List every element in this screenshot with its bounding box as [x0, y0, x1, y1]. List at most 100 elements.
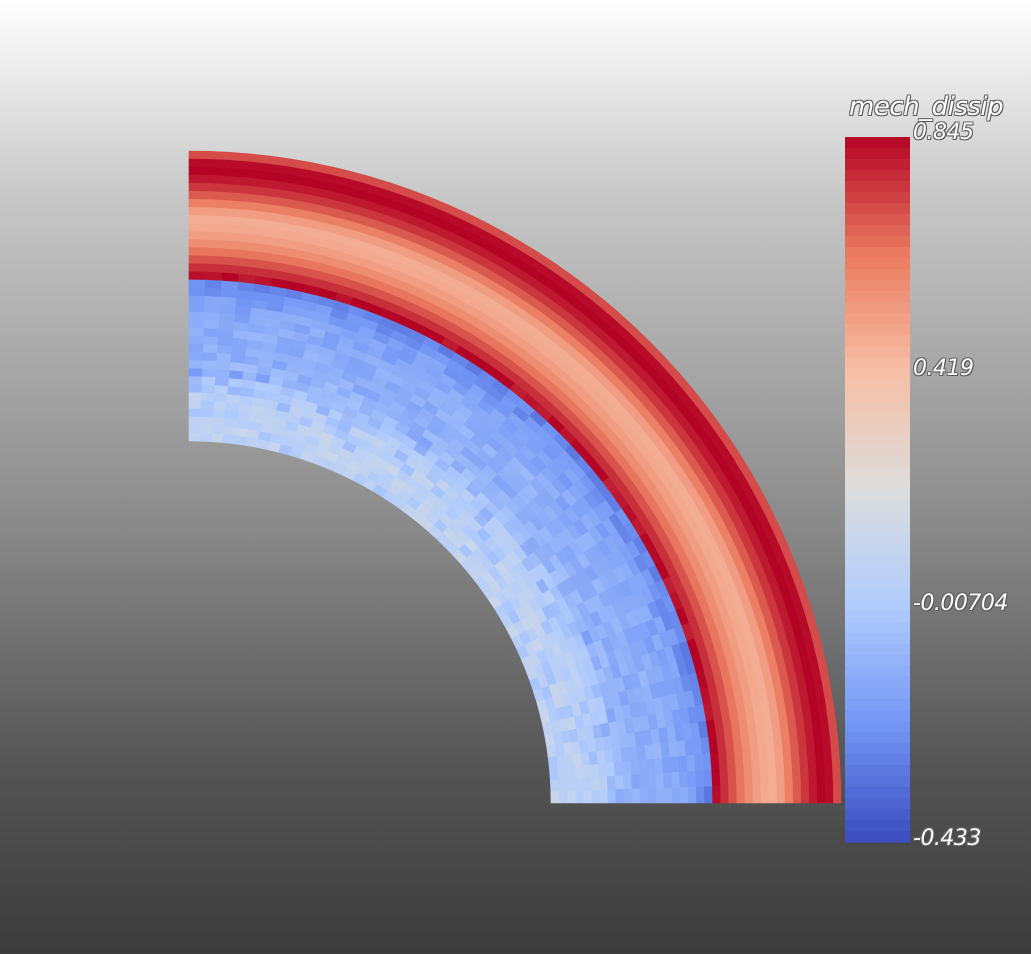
mesh-cell [217, 328, 235, 339]
mesh-cell [215, 360, 231, 371]
scalar-bar-band [845, 390, 910, 402]
mesh-cell [784, 783, 793, 804]
scalar-bar-band [845, 401, 910, 413]
scalar-bar-band [845, 280, 910, 292]
mesh-cell [201, 400, 215, 410]
mesh-cell [654, 772, 664, 789]
mesh-cell [614, 775, 624, 790]
mesh-cell [188, 199, 209, 208]
mesh-cell [206, 223, 226, 233]
mesh-cell [202, 344, 219, 354]
mesh-cell [582, 790, 592, 804]
mesh-cell [709, 752, 720, 771]
scalar-bar-band [845, 258, 910, 270]
scalar-bar-band [845, 577, 910, 590]
mesh-cell [188, 174, 210, 184]
quarter-annulus-mesh[interactable] [188, 150, 842, 804]
mesh-cell [639, 788, 648, 804]
mesh-cell [630, 774, 640, 790]
mesh-cell [201, 384, 216, 394]
scalar-bar-band [845, 181, 910, 193]
scalar-bar-band [845, 742, 910, 755]
mesh-cell [598, 789, 608, 804]
mesh-cell [637, 759, 648, 776]
scalar-bar-band [845, 291, 910, 303]
mesh-cell [201, 376, 217, 386]
scalar-bar-band [845, 357, 910, 369]
mesh-cell [188, 190, 209, 200]
mesh-cell [203, 328, 220, 338]
mesh-cell [775, 783, 785, 804]
mesh-cell [204, 279, 223, 290]
mesh-cell [188, 376, 203, 386]
mesh-cell [807, 763, 817, 784]
scalar-bar-band [845, 225, 910, 237]
mesh-cell [742, 767, 753, 786]
mesh-cell [218, 320, 235, 331]
scalar-bar-band [845, 665, 910, 678]
scalar-bar-band [845, 588, 910, 601]
scalar-bar-band [845, 445, 910, 458]
mesh-cell [200, 424, 214, 434]
scalar-bar-band [845, 555, 910, 568]
mesh-cell [621, 761, 632, 777]
mesh-cell [816, 782, 826, 804]
mesh-cell [215, 369, 231, 379]
scalar-bar-band [845, 192, 910, 204]
mesh-cell [188, 335, 204, 345]
mesh-cell [555, 755, 566, 769]
mesh-cell [557, 767, 567, 781]
mesh-cell [188, 223, 208, 233]
mesh-cell [216, 352, 232, 363]
scalar-bar-band [845, 489, 910, 502]
mesh-cell [204, 303, 221, 314]
mesh-cell [792, 783, 802, 804]
mesh-cell [671, 787, 681, 804]
mesh-cell [734, 767, 745, 787]
mesh-cell [214, 377, 230, 387]
scalar-bar-band [845, 676, 910, 689]
mesh-cell [718, 768, 729, 787]
scalar-bar-band [845, 720, 910, 733]
mesh-cell [207, 191, 228, 201]
mesh-cell [216, 344, 233, 355]
mesh-cell [701, 753, 712, 771]
mesh-cell [188, 352, 204, 361]
scalar-bar-band [845, 412, 910, 425]
mesh-cell [188, 255, 207, 265]
scalar-bar-band [845, 775, 910, 788]
mesh-cell [188, 360, 204, 370]
mesh-cell [687, 786, 697, 804]
mesh-cell [208, 175, 229, 185]
mesh-cell [204, 295, 222, 306]
scalar-bar-band [845, 522, 910, 535]
mesh-cell [558, 778, 568, 792]
scalar-bar-band [845, 544, 910, 557]
scalar-bar-band [845, 698, 910, 711]
mesh-cell [200, 416, 214, 426]
mesh-cell [245, 437, 259, 448]
mesh-cell [581, 764, 591, 779]
mesh-cell [207, 207, 227, 217]
mesh-cell [188, 400, 202, 410]
mesh-cell [203, 312, 221, 322]
mesh-cell [188, 158, 210, 168]
mesh-cell [638, 773, 648, 790]
mesh-cell [188, 287, 206, 297]
mesh-cell [823, 762, 833, 784]
mesh-cell [711, 786, 721, 804]
mesh-cell [200, 408, 215, 418]
mesh-cell [221, 272, 240, 283]
scalar-bar-bands [845, 137, 910, 843]
mesh-cell [606, 789, 616, 804]
mesh-cell [573, 765, 583, 780]
mesh-cell [662, 772, 672, 789]
mesh-cell [205, 271, 223, 282]
scalar-bar-band [845, 830, 910, 843]
mesh-cell [694, 770, 705, 788]
mesh-cell [188, 166, 210, 176]
mesh-cell [582, 777, 592, 791]
scalar-bar-band [845, 599, 910, 612]
mesh-cell [565, 766, 575, 780]
